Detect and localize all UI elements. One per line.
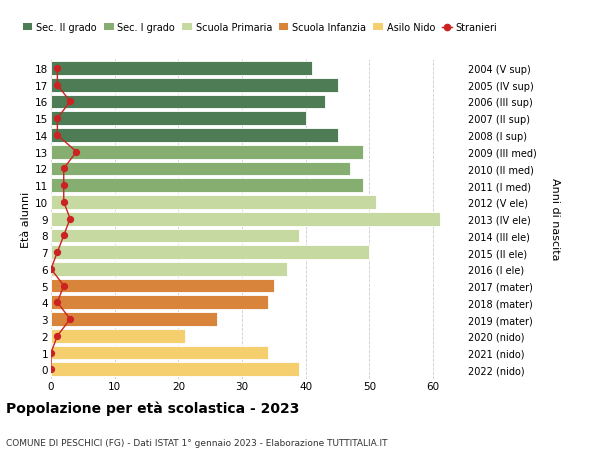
Bar <box>51 346 268 360</box>
Point <box>59 199 68 206</box>
Point <box>59 182 68 190</box>
Bar <box>51 329 185 343</box>
Bar <box>51 112 306 126</box>
Bar <box>51 95 325 109</box>
Point <box>71 149 81 156</box>
Bar <box>51 263 287 276</box>
Text: Popolazione per età scolastica - 2023: Popolazione per età scolastica - 2023 <box>6 401 299 415</box>
Bar <box>51 363 299 376</box>
Point <box>53 82 62 89</box>
Legend: Sec. II grado, Sec. I grado, Scuola Primaria, Scuola Infanzia, Asilo Nido, Stran: Sec. II grado, Sec. I grado, Scuola Prim… <box>23 23 497 33</box>
Point <box>53 65 62 73</box>
Bar <box>51 229 299 243</box>
Bar <box>51 179 363 193</box>
Bar <box>51 146 363 159</box>
Point <box>59 282 68 290</box>
Point <box>65 216 75 223</box>
Bar <box>51 78 338 92</box>
Bar <box>51 62 312 76</box>
Point <box>53 115 62 123</box>
Point <box>46 266 56 273</box>
Bar <box>51 213 440 226</box>
Y-axis label: Età alunni: Età alunni <box>21 191 31 247</box>
Point <box>59 165 68 173</box>
Bar <box>51 129 338 142</box>
Point <box>65 99 75 106</box>
Bar <box>51 246 370 259</box>
Bar <box>51 162 350 176</box>
Point <box>53 332 62 340</box>
Point <box>46 366 56 373</box>
Bar <box>51 196 376 209</box>
Point <box>59 232 68 240</box>
Bar <box>51 313 217 326</box>
Point <box>53 132 62 140</box>
Text: COMUNE DI PESCHICI (FG) - Dati ISTAT 1° gennaio 2023 - Elaborazione TUTTITALIA.I: COMUNE DI PESCHICI (FG) - Dati ISTAT 1° … <box>6 438 388 448</box>
Y-axis label: Anni di nascita: Anni di nascita <box>550 178 560 260</box>
Point <box>53 249 62 256</box>
Point <box>65 316 75 323</box>
Point <box>46 349 56 357</box>
Bar <box>51 296 268 309</box>
Bar <box>51 279 274 293</box>
Point <box>53 299 62 306</box>
